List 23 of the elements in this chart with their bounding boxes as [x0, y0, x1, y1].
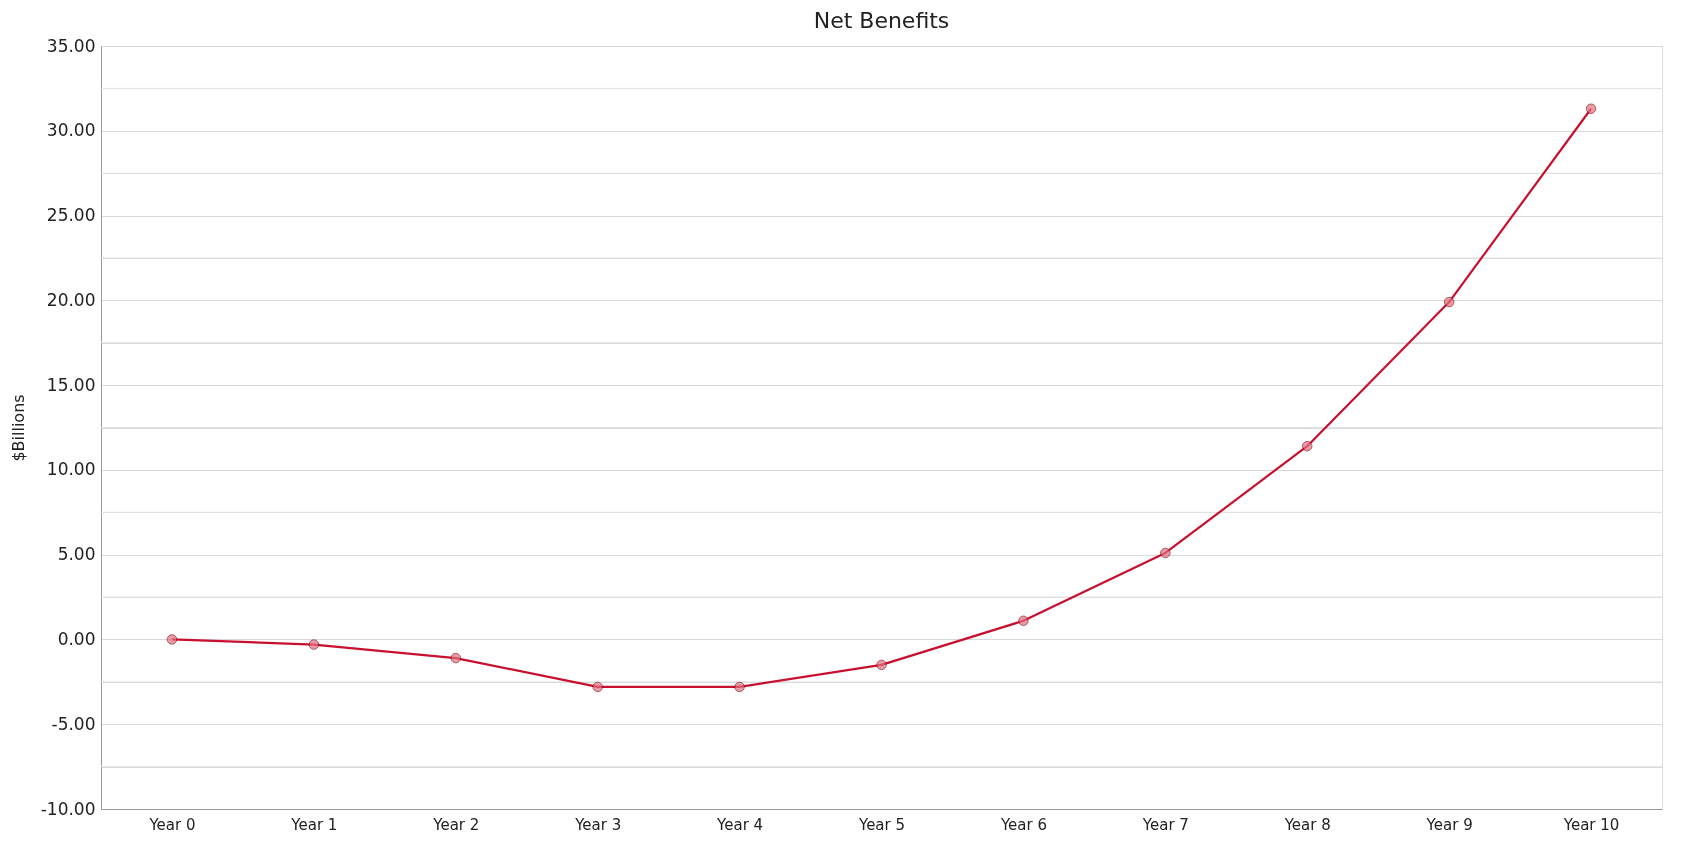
- chart-title: Net Benefits: [813, 8, 950, 33]
- x-tick-label: Year 2: [432, 815, 480, 834]
- x-tick-label: Year 1: [290, 815, 338, 834]
- x-tick-label: Year 10: [1562, 815, 1620, 834]
- x-tick-label: Year 4: [716, 815, 764, 834]
- y-tick-label: 0.00: [57, 628, 96, 649]
- y-tick-label: 10.00: [46, 459, 96, 480]
- x-tick-label: Year 9: [1425, 815, 1473, 834]
- y-tick-label: 25.00: [46, 205, 96, 226]
- y-tick-label: 30.00: [46, 120, 96, 141]
- y-tick-label: 5.00: [57, 544, 96, 565]
- y-tick-label: 15.00: [46, 374, 96, 395]
- x-tick-label: Year 8: [1283, 815, 1331, 834]
- x-tick-label: Year 6: [999, 815, 1047, 834]
- y-tick-label: -5.00: [51, 713, 96, 734]
- y-tick-label: 20.00: [46, 289, 96, 310]
- y-tick-label: 35.00: [46, 35, 96, 56]
- y-axis-title: $Billions: [8, 394, 28, 462]
- x-tick-label: Year 0: [148, 815, 196, 834]
- y-tick-label: -10.00: [40, 798, 96, 819]
- x-tick-label: Year 5: [857, 815, 906, 834]
- x-tick-label: Year 7: [1141, 815, 1189, 834]
- x-tick-label: Year 3: [574, 815, 622, 834]
